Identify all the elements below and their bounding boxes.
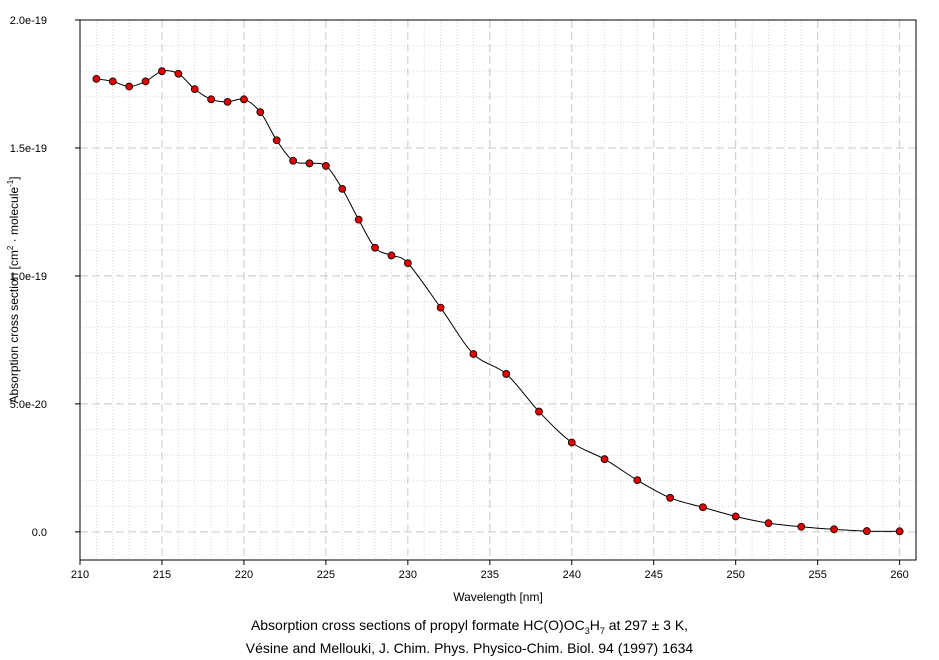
data-point bbox=[666, 493, 675, 502]
data-point bbox=[535, 407, 543, 416]
data-point bbox=[158, 67, 166, 76]
x-tick-label: 250 bbox=[727, 569, 745, 581]
caption-sub-1: 3 bbox=[584, 625, 590, 636]
y-axis-label-sup1: 2 bbox=[6, 245, 15, 250]
data-point bbox=[830, 525, 838, 534]
y-axis-label-sup2: -1 bbox=[6, 179, 15, 187]
data-point bbox=[256, 108, 265, 117]
y-axis-label-end: ] bbox=[7, 176, 21, 179]
series-line bbox=[96, 70, 900, 532]
data-point bbox=[338, 185, 347, 193]
x-tick-label: 240 bbox=[563, 569, 581, 581]
data-point bbox=[174, 69, 183, 78]
plot-area bbox=[79, 19, 917, 561]
axis-ticks bbox=[75, 19, 901, 565]
x-tick-label: 220 bbox=[235, 569, 253, 581]
data-point bbox=[502, 370, 511, 378]
y-tick-label: 1.5e-19 bbox=[10, 143, 47, 155]
x-tick-label: 230 bbox=[399, 569, 417, 581]
y-tick-label: 1.0e-19 bbox=[10, 271, 47, 283]
data-point bbox=[436, 303, 445, 312]
data-point bbox=[387, 251, 396, 260]
data-point bbox=[190, 85, 199, 93]
x-tick-label: 255 bbox=[808, 569, 826, 581]
data-point bbox=[895, 527, 904, 536]
data-point bbox=[223, 97, 232, 106]
data-point bbox=[108, 77, 117, 86]
y-tick-label: 2.0e-19 bbox=[10, 15, 47, 27]
y-tick-label: 0.0 bbox=[32, 527, 47, 539]
chart: 210 215 220 225 230 235 240 245 250 255 260 0.0 5.0… bbox=[6, 15, 917, 604]
x-tick-label: 245 bbox=[645, 569, 663, 581]
data-point bbox=[797, 522, 806, 531]
data-point bbox=[141, 77, 150, 86]
y-tick-label: 5.0e-20 bbox=[10, 399, 47, 411]
data-point bbox=[207, 95, 216, 104]
data-point bbox=[567, 438, 576, 447]
data-point bbox=[354, 215, 363, 224]
x-tick-label: 225 bbox=[317, 569, 335, 581]
y-tick-labels: 0.0 5.0e-20 1.0e-19 1.5e-19 2.0e-19 bbox=[10, 15, 47, 539]
x-tick-labels: 210 215 220 225 230 235 240 245 250 255 260 bbox=[71, 569, 909, 581]
y-axis-label: Absorption cross section [cm2 · molecule… bbox=[6, 176, 21, 403]
data-point bbox=[92, 74, 101, 83]
x-tick-label: 235 bbox=[481, 569, 499, 581]
data-point bbox=[862, 527, 871, 535]
caption-sub-2: 7 bbox=[599, 625, 605, 636]
data-point bbox=[403, 259, 412, 268]
caption-part-c: at 297 ± 3 K, bbox=[604, 617, 689, 633]
data-point bbox=[731, 512, 740, 521]
x-tick-label: 215 bbox=[153, 569, 171, 581]
minor-grid bbox=[80, 20, 916, 560]
y-axis-label-mid: · molecule bbox=[7, 187, 21, 246]
caption-part-b: H bbox=[589, 617, 600, 633]
data-point bbox=[289, 156, 297, 165]
major-grid bbox=[79, 19, 916, 560]
data-point bbox=[600, 455, 609, 464]
data-point bbox=[469, 350, 478, 358]
data-point bbox=[699, 503, 707, 512]
data-point bbox=[371, 243, 379, 252]
data-markers bbox=[92, 67, 904, 536]
caption-line-1: Absorption cross sections of propyl form… bbox=[0, 617, 939, 636]
data-point bbox=[633, 476, 642, 485]
x-tick-label: 260 bbox=[890, 569, 908, 581]
caption-line-2: Vésine and Mellouki, J. Chim. Phys. Phys… bbox=[245, 640, 694, 656]
data-point bbox=[240, 95, 248, 104]
x-tick-label: 210 bbox=[71, 569, 89, 581]
data-point bbox=[272, 136, 281, 145]
data-point bbox=[764, 519, 773, 528]
data-point bbox=[321, 161, 330, 170]
data-point bbox=[125, 82, 134, 91]
x-axis-label: Wavelength [nm] bbox=[453, 590, 543, 604]
caption-part-a: Absorption cross sections of propyl form… bbox=[250, 617, 585, 633]
y-axis-label-main: Absorption cross section [cm bbox=[7, 250, 21, 403]
data-point bbox=[305, 159, 314, 168]
